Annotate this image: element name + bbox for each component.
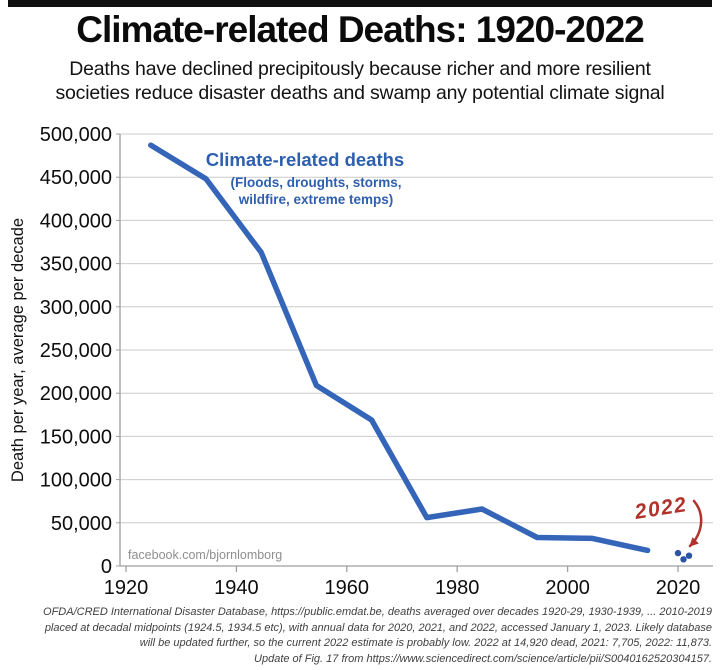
y-tick-label: 250,000 [40, 340, 112, 362]
source-note-line-1: OFDA/CRED International Disaster Databas… [43, 606, 712, 618]
subtitle-line-1: Deaths have declined precipitously becau… [69, 58, 651, 80]
callout-2022-arrow [688, 499, 703, 548]
data-line [148, 142, 651, 554]
source-note: OFDA/CRED International Disaster Databas… [8, 605, 712, 667]
source-note-line-4: Update of Fig. 17 from https://www.scien… [254, 652, 712, 665]
y-tick-label: 300,000 [40, 297, 112, 319]
y-tick-label: 50,000 [51, 513, 112, 535]
source-note-line-3: will be updated further, so the current … [139, 637, 712, 649]
x-tick-label: 2020 [656, 577, 701, 599]
y-tick-label: 200,000 [40, 383, 112, 405]
x-tick-label: 1960 [325, 577, 370, 599]
page-subtitle: Deaths have declined precipitously becau… [0, 57, 720, 105]
line-chart: 0 50,000 100,000 150,000 200,000 250,000 300,0… [9, 124, 713, 599]
series-annotation-subtitle: (Floods, droughts, storms, [231, 175, 402, 190]
page-title: Climate-related Deaths: 1920-2022 [76, 9, 645, 50]
data-point-2020 [674, 549, 682, 557]
y-tick-label: 400,000 [40, 210, 112, 232]
y-tick-label: 0 [101, 556, 112, 578]
y-tick-label: 500,000 [40, 124, 112, 146]
series-annotation-title: Climate-related deaths [206, 149, 404, 170]
top-border-bar [8, 0, 712, 7]
source-note-line-2: placed at decadal midpoints (1924.5, 193… [44, 621, 712, 634]
y-tick-label: 350,000 [40, 254, 112, 276]
x-tick-label: 2000 [545, 577, 590, 599]
y-axis-title: Death per year, average per decade [9, 218, 27, 482]
x-tick-label: 1980 [435, 577, 480, 599]
watermark: facebook.com/bjornlomborg [128, 548, 282, 562]
series-annotation-subtitle: wildfire, extreme temps) [238, 192, 394, 207]
y-tick-label: 100,000 [40, 470, 112, 492]
y-tick-label: 150,000 [40, 426, 112, 448]
subtitle-line-2: societies reduce disaster deaths and swa… [55, 82, 665, 104]
data-point-2021 [680, 556, 687, 563]
y-tick-label: 450,000 [40, 167, 112, 189]
chart-area: 0 50,000 100,000 150,000 200,000 250,000 300,0… [0, 118, 720, 603]
callout-2022-text: 2022 [632, 493, 689, 524]
x-tick-label: 1920 [104, 577, 149, 599]
data-point-2022 [685, 552, 693, 559]
x-tick-label: 1940 [214, 577, 259, 599]
